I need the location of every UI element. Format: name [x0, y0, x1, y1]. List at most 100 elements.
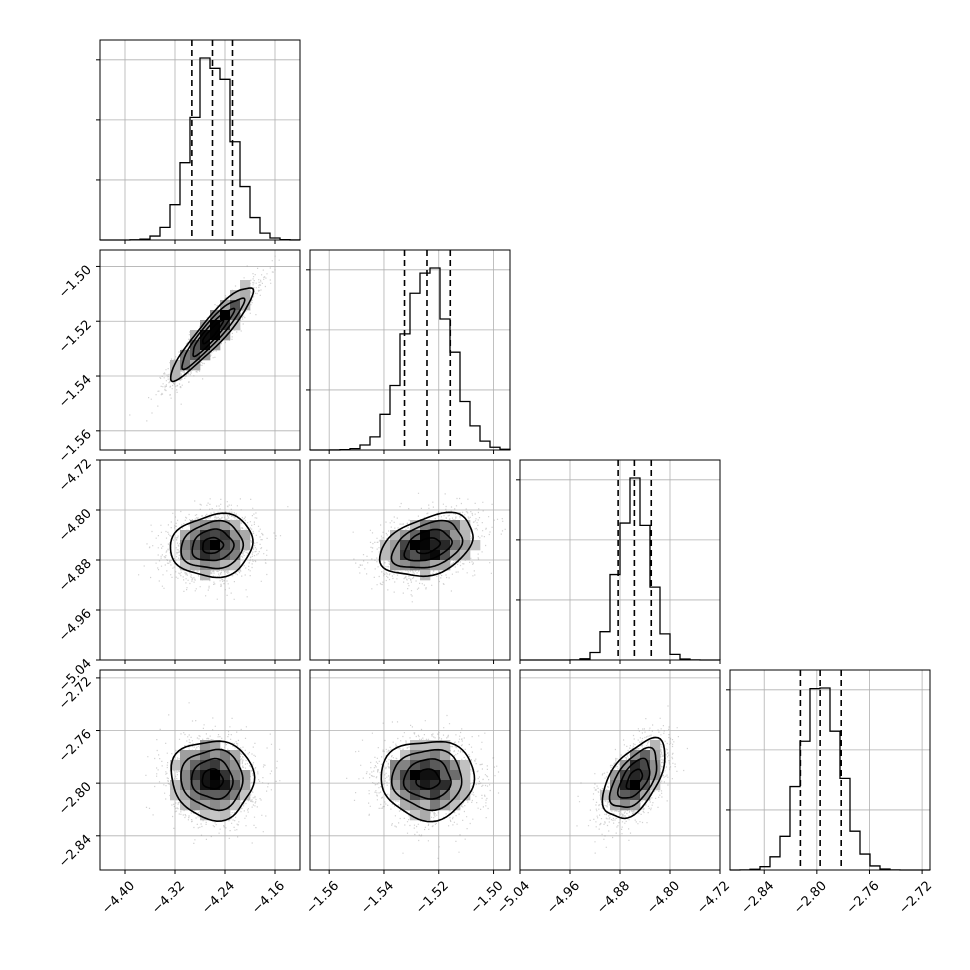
density-cell [450, 800, 461, 811]
panel-frame [309, 459, 511, 661]
density-cell [430, 540, 441, 551]
density-cell [200, 560, 211, 571]
density-cell [200, 350, 211, 361]
density-cell [630, 770, 641, 781]
density-cell [180, 780, 191, 791]
contour-0 [201, 319, 225, 345]
density-cell [450, 790, 461, 801]
density-cell [390, 790, 401, 801]
x-tick-label: −4.24 [199, 878, 238, 917]
density-cell [200, 530, 211, 541]
panel-frame [729, 669, 931, 871]
density-cell [200, 810, 211, 821]
density-cell [420, 800, 431, 811]
density-cell [200, 520, 211, 531]
joint-panel-1-0 [96, 249, 301, 454]
contour-2 [390, 519, 464, 569]
density-cell [420, 790, 431, 801]
density-cell [230, 750, 241, 761]
joint-panel-3-0 [96, 669, 301, 874]
scatter-points [138, 498, 289, 600]
panel-content [310, 460, 510, 660]
density-cell [400, 750, 411, 761]
density-cell [200, 540, 211, 551]
y-tick-label: −1.54 [56, 372, 95, 411]
density-cell [420, 810, 431, 821]
density-cell [460, 780, 471, 791]
density-cell [210, 520, 221, 531]
x-tick-label: −4.40 [99, 878, 138, 917]
panel-frame [99, 249, 301, 451]
density-cell [210, 750, 221, 761]
density-cell [210, 810, 221, 821]
density-cell [210, 540, 221, 551]
density-cell [190, 350, 201, 361]
density-cell [620, 770, 631, 781]
diagonal-panel-0 [96, 39, 301, 244]
density-cell [180, 760, 191, 771]
density-cell [420, 780, 431, 791]
density-cell [230, 780, 241, 791]
density-cell [170, 790, 181, 801]
density-cell [620, 800, 631, 811]
density-cell [400, 550, 411, 561]
density-cell [650, 760, 661, 771]
joint-panel-2-1 [309, 459, 511, 664]
panel-content [100, 250, 300, 450]
density-cell [230, 770, 241, 781]
density-cell [190, 540, 201, 551]
panel-content [310, 670, 510, 870]
density-cell [180, 540, 191, 551]
density-cell [460, 770, 471, 781]
histogram-0 [100, 57, 301, 241]
density-cell [220, 750, 231, 761]
density-cell [420, 770, 431, 781]
x-tick-label: −4.88 [594, 878, 633, 917]
density-cell [430, 750, 441, 761]
diagonal-panel-3 [726, 669, 931, 874]
density-cell [400, 780, 411, 791]
density-cell [420, 570, 431, 581]
density-cell [180, 750, 191, 761]
density-cell [220, 330, 231, 341]
density-cell [200, 770, 211, 781]
density-cell [640, 760, 651, 771]
joint-panel-2-0 [96, 459, 301, 664]
contour-0 [201, 768, 225, 790]
density-cell [230, 800, 241, 811]
density-cell [220, 310, 231, 321]
density-cell [200, 340, 211, 351]
panel-frame [309, 249, 511, 451]
contour-3 [380, 740, 476, 823]
density-cell [230, 290, 241, 301]
contour-3 [170, 740, 256, 823]
density-cell [200, 780, 211, 791]
density-cell [440, 800, 451, 811]
contour-2 [390, 748, 463, 812]
density-cell [400, 760, 411, 771]
density-cell [410, 540, 421, 551]
density-cell [420, 550, 431, 561]
density-cell [170, 760, 181, 771]
contour-3 [601, 736, 666, 820]
x-tick-label: −4.16 [249, 878, 288, 917]
density-cell [220, 810, 231, 821]
contour-1 [402, 758, 452, 800]
density-cell [210, 790, 221, 801]
density-cell [210, 740, 221, 751]
density-cell [180, 530, 191, 541]
density-cell [450, 540, 461, 551]
x-tick-label: −2.80 [791, 878, 830, 917]
contour-0 [415, 768, 441, 790]
density-cell [230, 300, 241, 311]
y-tick-label: −2.84 [56, 832, 95, 871]
density-cell [440, 520, 451, 531]
density-cell [410, 550, 421, 561]
panel-content [100, 460, 300, 660]
density-cell [210, 560, 221, 571]
x-tick-label: −2.76 [844, 878, 883, 917]
panel-content [100, 670, 300, 870]
contour-2 [608, 746, 658, 808]
contour-1 [403, 528, 453, 562]
density-cell [440, 560, 451, 571]
